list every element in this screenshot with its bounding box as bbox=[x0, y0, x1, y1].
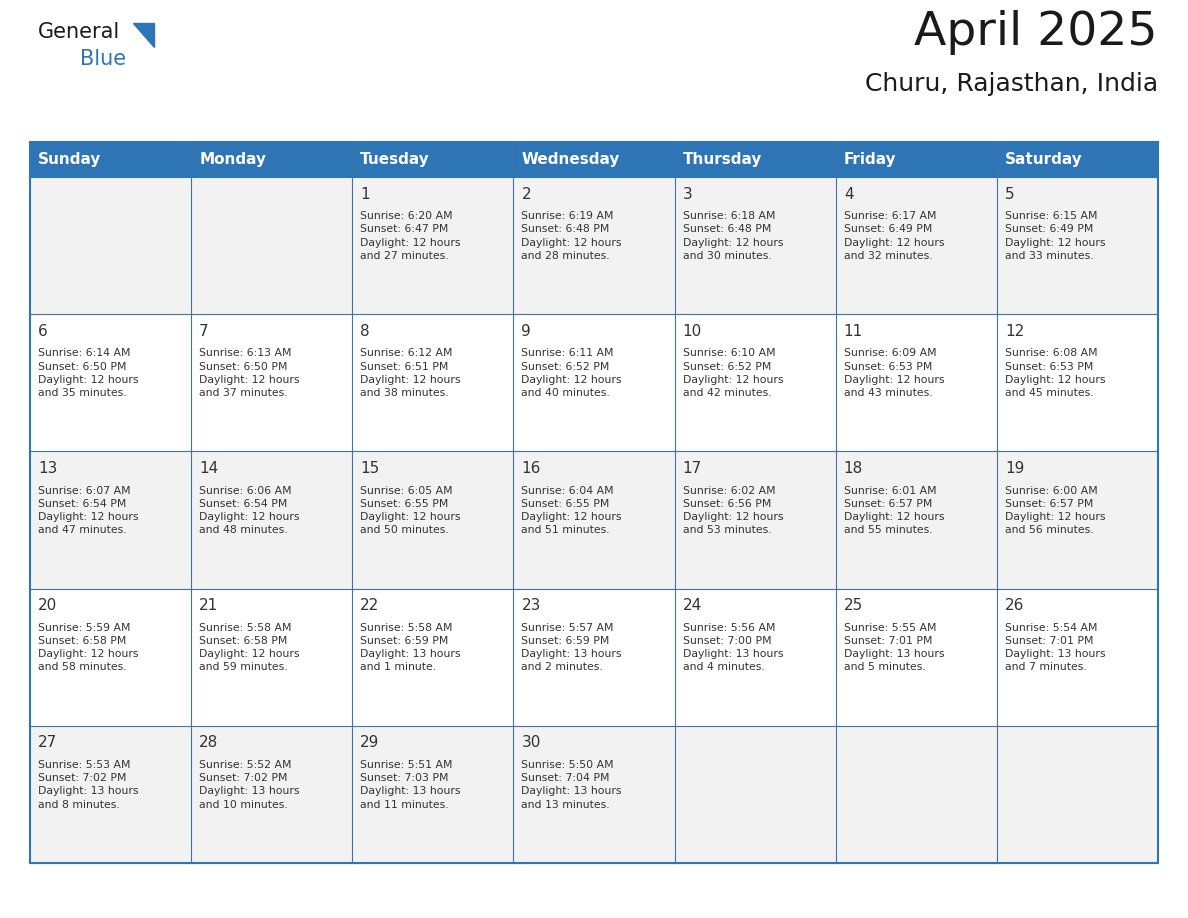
Bar bbox=[30, 588, 1158, 726]
Bar bbox=[30, 726, 1158, 863]
Text: 16: 16 bbox=[522, 461, 541, 476]
Bar bbox=[30, 452, 1158, 588]
Text: Sunrise: 6:08 AM
Sunset: 6:53 PM
Daylight: 12 hours
and 45 minutes.: Sunrise: 6:08 AM Sunset: 6:53 PM Dayligh… bbox=[1005, 349, 1105, 398]
Text: 2: 2 bbox=[522, 186, 531, 202]
Text: Sunrise: 6:09 AM
Sunset: 6:53 PM
Daylight: 12 hours
and 43 minutes.: Sunrise: 6:09 AM Sunset: 6:53 PM Dayligh… bbox=[843, 349, 944, 398]
Bar bbox=[30, 314, 1158, 452]
Text: 22: 22 bbox=[360, 599, 380, 613]
Text: 19: 19 bbox=[1005, 461, 1024, 476]
Text: 28: 28 bbox=[200, 735, 219, 750]
Text: 4: 4 bbox=[843, 186, 853, 202]
Text: 10: 10 bbox=[683, 324, 702, 339]
Text: Saturday: Saturday bbox=[1005, 152, 1082, 167]
Text: Sunrise: 5:54 AM
Sunset: 7:01 PM
Daylight: 13 hours
and 7 minutes.: Sunrise: 5:54 AM Sunset: 7:01 PM Dayligh… bbox=[1005, 623, 1105, 673]
Text: April 2025: April 2025 bbox=[915, 10, 1158, 55]
Text: 9: 9 bbox=[522, 324, 531, 339]
Text: 7: 7 bbox=[200, 324, 209, 339]
Text: Sunrise: 6:05 AM
Sunset: 6:55 PM
Daylight: 12 hours
and 50 minutes.: Sunrise: 6:05 AM Sunset: 6:55 PM Dayligh… bbox=[360, 486, 461, 535]
Text: Tuesday: Tuesday bbox=[360, 152, 430, 167]
Text: Sunrise: 6:12 AM
Sunset: 6:51 PM
Daylight: 12 hours
and 38 minutes.: Sunrise: 6:12 AM Sunset: 6:51 PM Dayligh… bbox=[360, 349, 461, 398]
Text: 5: 5 bbox=[1005, 186, 1015, 202]
Text: 18: 18 bbox=[843, 461, 862, 476]
Text: Sunrise: 5:53 AM
Sunset: 7:02 PM
Daylight: 13 hours
and 8 minutes.: Sunrise: 5:53 AM Sunset: 7:02 PM Dayligh… bbox=[38, 760, 139, 810]
Text: 6: 6 bbox=[38, 324, 48, 339]
Text: Sunrise: 5:55 AM
Sunset: 7:01 PM
Daylight: 13 hours
and 5 minutes.: Sunrise: 5:55 AM Sunset: 7:01 PM Dayligh… bbox=[843, 623, 944, 673]
Text: 13: 13 bbox=[38, 461, 57, 476]
Text: Sunrise: 6:14 AM
Sunset: 6:50 PM
Daylight: 12 hours
and 35 minutes.: Sunrise: 6:14 AM Sunset: 6:50 PM Dayligh… bbox=[38, 349, 139, 398]
Text: Sunrise: 5:59 AM
Sunset: 6:58 PM
Daylight: 12 hours
and 58 minutes.: Sunrise: 5:59 AM Sunset: 6:58 PM Dayligh… bbox=[38, 623, 139, 673]
Text: Blue: Blue bbox=[80, 49, 126, 69]
Text: 11: 11 bbox=[843, 324, 862, 339]
Text: Wednesday: Wednesday bbox=[522, 152, 620, 167]
Text: 8: 8 bbox=[360, 324, 369, 339]
Text: Sunday: Sunday bbox=[38, 152, 101, 167]
Text: General: General bbox=[38, 22, 120, 42]
Text: 24: 24 bbox=[683, 599, 702, 613]
Text: Sunrise: 6:18 AM
Sunset: 6:48 PM
Daylight: 12 hours
and 30 minutes.: Sunrise: 6:18 AM Sunset: 6:48 PM Dayligh… bbox=[683, 211, 783, 261]
Text: 1: 1 bbox=[360, 186, 369, 202]
Text: Sunrise: 5:52 AM
Sunset: 7:02 PM
Daylight: 13 hours
and 10 minutes.: Sunrise: 5:52 AM Sunset: 7:02 PM Dayligh… bbox=[200, 760, 299, 810]
Text: 21: 21 bbox=[200, 599, 219, 613]
Text: Sunrise: 5:51 AM
Sunset: 7:03 PM
Daylight: 13 hours
and 11 minutes.: Sunrise: 5:51 AM Sunset: 7:03 PM Dayligh… bbox=[360, 760, 461, 810]
Text: Monday: Monday bbox=[200, 152, 266, 167]
Text: Sunrise: 6:10 AM
Sunset: 6:52 PM
Daylight: 12 hours
and 42 minutes.: Sunrise: 6:10 AM Sunset: 6:52 PM Dayligh… bbox=[683, 349, 783, 398]
Text: 27: 27 bbox=[38, 735, 57, 750]
Text: 12: 12 bbox=[1005, 324, 1024, 339]
Polygon shape bbox=[133, 23, 154, 47]
Bar bbox=[30, 142, 1158, 863]
Text: Churu, Rajasthan, India: Churu, Rajasthan, India bbox=[865, 72, 1158, 96]
Text: Sunrise: 5:58 AM
Sunset: 6:58 PM
Daylight: 12 hours
and 59 minutes.: Sunrise: 5:58 AM Sunset: 6:58 PM Dayligh… bbox=[200, 623, 299, 673]
Text: 26: 26 bbox=[1005, 599, 1024, 613]
Text: Sunrise: 5:56 AM
Sunset: 7:00 PM
Daylight: 13 hours
and 4 minutes.: Sunrise: 5:56 AM Sunset: 7:00 PM Dayligh… bbox=[683, 623, 783, 673]
Text: Friday: Friday bbox=[843, 152, 897, 167]
Text: 25: 25 bbox=[843, 599, 862, 613]
Text: 30: 30 bbox=[522, 735, 541, 750]
Text: 17: 17 bbox=[683, 461, 702, 476]
Text: 3: 3 bbox=[683, 186, 693, 202]
Text: Sunrise: 6:13 AM
Sunset: 6:50 PM
Daylight: 12 hours
and 37 minutes.: Sunrise: 6:13 AM Sunset: 6:50 PM Dayligh… bbox=[200, 349, 299, 398]
Text: Sunrise: 6:04 AM
Sunset: 6:55 PM
Daylight: 12 hours
and 51 minutes.: Sunrise: 6:04 AM Sunset: 6:55 PM Dayligh… bbox=[522, 486, 623, 535]
Text: 23: 23 bbox=[522, 599, 541, 613]
Text: Sunrise: 5:58 AM
Sunset: 6:59 PM
Daylight: 13 hours
and 1 minute.: Sunrise: 5:58 AM Sunset: 6:59 PM Dayligh… bbox=[360, 623, 461, 673]
Text: Sunrise: 6:07 AM
Sunset: 6:54 PM
Daylight: 12 hours
and 47 minutes.: Sunrise: 6:07 AM Sunset: 6:54 PM Dayligh… bbox=[38, 486, 139, 535]
Text: Sunrise: 5:57 AM
Sunset: 6:59 PM
Daylight: 13 hours
and 2 minutes.: Sunrise: 5:57 AM Sunset: 6:59 PM Dayligh… bbox=[522, 623, 623, 673]
Text: Sunrise: 6:19 AM
Sunset: 6:48 PM
Daylight: 12 hours
and 28 minutes.: Sunrise: 6:19 AM Sunset: 6:48 PM Dayligh… bbox=[522, 211, 623, 261]
Text: Sunrise: 6:11 AM
Sunset: 6:52 PM
Daylight: 12 hours
and 40 minutes.: Sunrise: 6:11 AM Sunset: 6:52 PM Dayligh… bbox=[522, 349, 623, 398]
Text: Sunrise: 6:20 AM
Sunset: 6:47 PM
Daylight: 12 hours
and 27 minutes.: Sunrise: 6:20 AM Sunset: 6:47 PM Dayligh… bbox=[360, 211, 461, 261]
Text: Sunrise: 6:15 AM
Sunset: 6:49 PM
Daylight: 12 hours
and 33 minutes.: Sunrise: 6:15 AM Sunset: 6:49 PM Dayligh… bbox=[1005, 211, 1105, 261]
Text: Thursday: Thursday bbox=[683, 152, 762, 167]
Text: 15: 15 bbox=[360, 461, 380, 476]
Bar bbox=[30, 177, 1158, 314]
Text: Sunrise: 6:06 AM
Sunset: 6:54 PM
Daylight: 12 hours
and 48 minutes.: Sunrise: 6:06 AM Sunset: 6:54 PM Dayligh… bbox=[200, 486, 299, 535]
Bar bbox=[30, 142, 1158, 177]
Text: Sunrise: 6:00 AM
Sunset: 6:57 PM
Daylight: 12 hours
and 56 minutes.: Sunrise: 6:00 AM Sunset: 6:57 PM Dayligh… bbox=[1005, 486, 1105, 535]
Text: 29: 29 bbox=[360, 735, 380, 750]
Text: Sunrise: 6:02 AM
Sunset: 6:56 PM
Daylight: 12 hours
and 53 minutes.: Sunrise: 6:02 AM Sunset: 6:56 PM Dayligh… bbox=[683, 486, 783, 535]
Text: 14: 14 bbox=[200, 461, 219, 476]
Text: Sunrise: 5:50 AM
Sunset: 7:04 PM
Daylight: 13 hours
and 13 minutes.: Sunrise: 5:50 AM Sunset: 7:04 PM Dayligh… bbox=[522, 760, 623, 810]
Text: Sunrise: 6:01 AM
Sunset: 6:57 PM
Daylight: 12 hours
and 55 minutes.: Sunrise: 6:01 AM Sunset: 6:57 PM Dayligh… bbox=[843, 486, 944, 535]
Text: Sunrise: 6:17 AM
Sunset: 6:49 PM
Daylight: 12 hours
and 32 minutes.: Sunrise: 6:17 AM Sunset: 6:49 PM Dayligh… bbox=[843, 211, 944, 261]
Text: 20: 20 bbox=[38, 599, 57, 613]
